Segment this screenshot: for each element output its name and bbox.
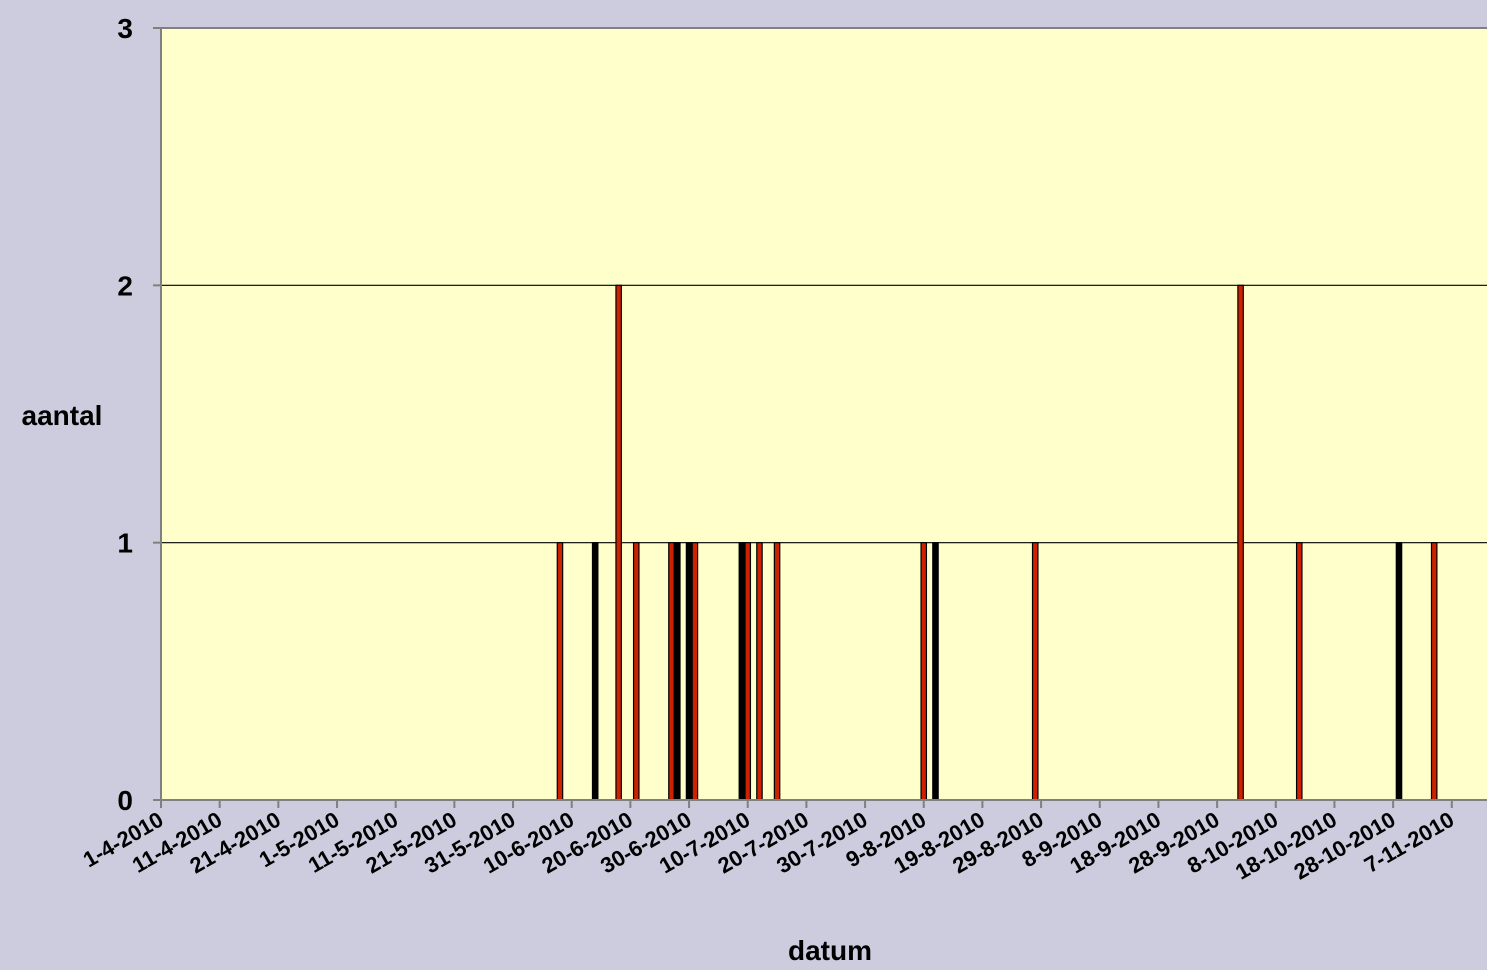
- bar-2010-07-09-8: [738, 542, 746, 801]
- plot-area: [161, 28, 1487, 800]
- gridlines: [161, 27, 1487, 544]
- bar-2010-06-30-6: [685, 542, 693, 801]
- bar-2010-07-12-10: [756, 542, 763, 801]
- bar-2010-10-29-17: [1395, 542, 1403, 801]
- bar-2010-11-04-18: [1430, 542, 1438, 801]
- y-axis-label: aantal: [22, 400, 103, 431]
- y-tick-label-0: 0: [117, 785, 133, 816]
- y-tick-label-2: 2: [117, 270, 133, 301]
- bar-2010-06-27-4: [668, 542, 675, 801]
- bar-2010-10-12-16: [1295, 542, 1303, 801]
- bar-2010-06-28-5: [674, 542, 681, 801]
- y-ticks: 0 1 2 3: [117, 13, 161, 816]
- axes: [160, 28, 1487, 801]
- bar-2010-06-21-3: [632, 542, 640, 801]
- bar-2010-07-01-7: [691, 542, 699, 801]
- bar-2010-07-10-9: [744, 542, 752, 801]
- x-axis-label: datum: [788, 935, 872, 965]
- y-tick-label-1: 1: [117, 528, 133, 559]
- bar-2010-08-28-14: [1031, 542, 1039, 801]
- y-tick-label-3: 3: [117, 13, 133, 44]
- bar-2010-07-15-11: [773, 542, 781, 801]
- bar-2010-10-02-15: [1237, 284, 1244, 801]
- bar-2010-06-18-2: [615, 284, 622, 801]
- bar-2010-08-09-12: [920, 542, 928, 801]
- bar-2010-06-08-0: [556, 542, 564, 801]
- bar-2010-06-14-1: [591, 542, 599, 801]
- bar-2010-08-11-13: [932, 542, 939, 801]
